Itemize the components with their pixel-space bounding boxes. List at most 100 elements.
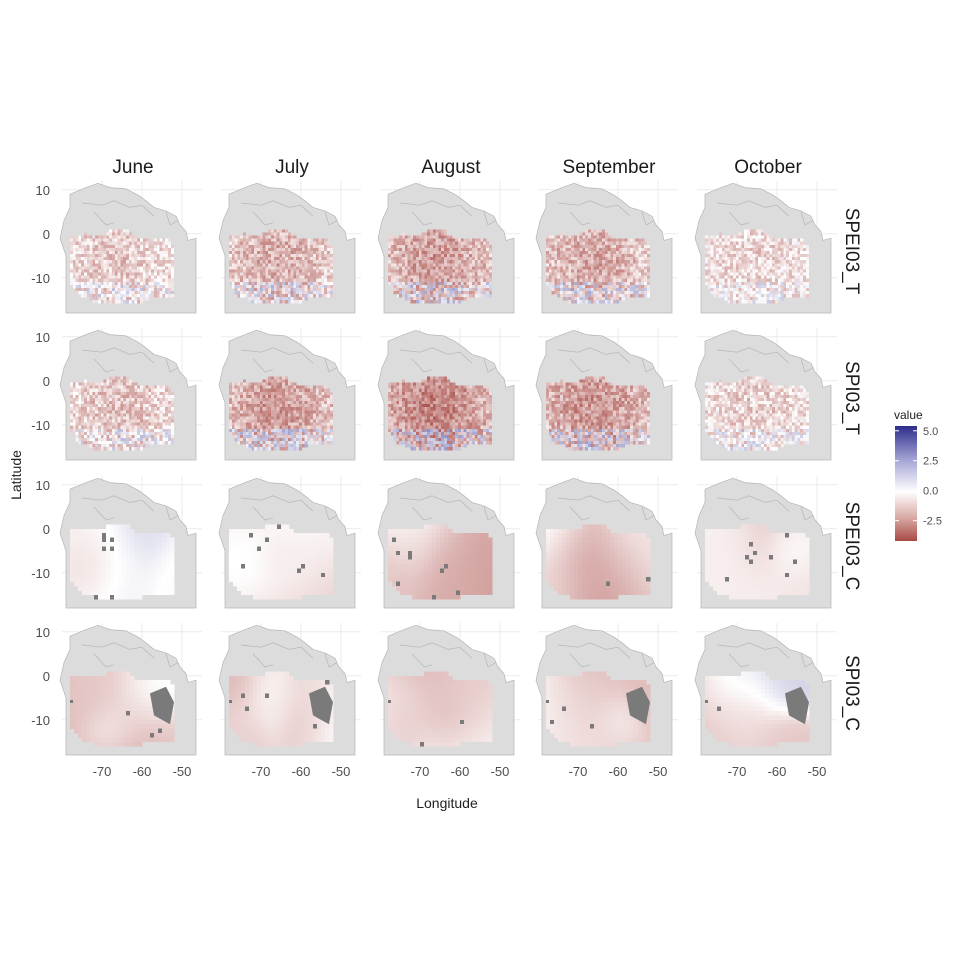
x-tick-label: -70: [569, 764, 588, 779]
map-panel: [59, 181, 202, 314]
border-line: [557, 642, 631, 659]
border-line: [557, 347, 631, 364]
y-tick-label: 10: [36, 330, 50, 345]
y-tick-label: 10: [36, 625, 50, 640]
border-line: [728, 211, 750, 226]
map-panel: [535, 476, 678, 609]
legend-tick-label: 5.0: [923, 426, 938, 438]
border-line: [165, 211, 179, 226]
border-line: [557, 200, 631, 217]
x-axis-ticks: -70 -60 -50 -70 -60 -50 -70 -60 -50 -70 -60 -50 -70 -…: [93, 764, 827, 779]
border-line: [93, 211, 115, 226]
missing-data-area: [546, 700, 549, 703]
raster-layer: [546, 376, 650, 451]
border-line: [240, 642, 314, 659]
map-panel: [535, 181, 678, 314]
y-tick-label: 0: [43, 227, 50, 242]
map-panels: [59, 181, 837, 756]
column-title: October: [734, 157, 802, 178]
border-line: [569, 211, 591, 226]
x-tick-label: -50: [808, 764, 827, 779]
border-line: [252, 506, 274, 521]
border-line: [728, 653, 750, 668]
border-line: [93, 506, 115, 521]
column-title: September: [563, 157, 657, 178]
border-line: [93, 358, 115, 373]
border-line: [324, 358, 338, 373]
raster-layer: [70, 229, 174, 304]
raster-layer: [229, 524, 334, 600]
raster-layer: [229, 376, 333, 451]
border-line: [728, 358, 750, 373]
border-line: [716, 495, 790, 512]
border-line: [800, 653, 814, 668]
border-line: [93, 653, 115, 668]
raster-layer: [70, 524, 175, 600]
border-line: [569, 506, 591, 521]
map-panel: [535, 623, 678, 756]
y-axis-ticks: 10 0 -10 10 0 -10 10 0 -10 10 0 -10: [31, 183, 50, 728]
x-tick-label: -60: [133, 764, 152, 779]
legend-title: value: [894, 408, 923, 422]
y-tick-label: 0: [43, 669, 50, 684]
map-panel: [59, 476, 202, 609]
row-titles: SPEI03_T SPI03_T SPEI03_C SPI03_C: [841, 208, 862, 731]
border-line: [165, 358, 179, 373]
border-line: [324, 506, 338, 521]
x-tick-label: -60: [609, 764, 628, 779]
legend-tick-label: -2.5: [923, 516, 942, 528]
raster-layer: [705, 524, 810, 600]
missing-data-area: [626, 686, 650, 725]
map-panel: [377, 623, 520, 756]
column-title: July: [275, 157, 309, 178]
raster-layer: [705, 376, 809, 451]
legend-ticks: 5.0 2.5 0.0 -2.5: [895, 426, 942, 528]
border-line: [240, 495, 314, 512]
x-tick-label: -70: [93, 764, 112, 779]
x-tick-label: -50: [173, 764, 192, 779]
color-legend: value 5.0 2.5 0.0 -2.5: [894, 408, 942, 541]
raster-layer: [229, 671, 334, 747]
map-panel: [218, 181, 361, 314]
border-line: [569, 358, 591, 373]
missing-data-area: [70, 700, 73, 703]
y-tick-label: -10: [31, 271, 50, 286]
map-panel: [377, 476, 520, 609]
border-line: [81, 642, 155, 659]
border-line: [411, 506, 433, 521]
border-line: [252, 211, 274, 226]
border-line: [641, 211, 655, 226]
y-tick-label: 10: [36, 478, 50, 493]
x-tick-label: -70: [252, 764, 271, 779]
raster-layer: [546, 524, 651, 600]
column-titles: June July August September October: [112, 157, 802, 178]
border-line: [411, 211, 433, 226]
map-panel: [377, 328, 520, 461]
map-panel: [218, 476, 361, 609]
border-line: [641, 358, 655, 373]
border-line: [399, 200, 473, 217]
border-line: [252, 358, 274, 373]
missing-data-area: [705, 700, 708, 703]
legend-colorbar: [895, 426, 917, 541]
x-tick-label: -70: [728, 764, 747, 779]
x-tick-label: -60: [292, 764, 311, 779]
map-panel: [218, 328, 361, 461]
raster-layer: [546, 229, 650, 304]
column-title: June: [112, 157, 153, 178]
map-panel: [694, 623, 837, 756]
border-line: [165, 653, 179, 668]
border-line: [483, 653, 497, 668]
missing-data-area: [150, 686, 174, 725]
raster-layer: [229, 229, 333, 304]
border-line: [557, 495, 631, 512]
border-line: [324, 653, 338, 668]
border-line: [399, 642, 473, 659]
y-tick-label: -10: [31, 713, 50, 728]
missing-data-area: [229, 700, 232, 703]
x-tick-label: -60: [768, 764, 787, 779]
x-tick-label: -50: [491, 764, 510, 779]
x-tick-label: -70: [411, 764, 430, 779]
x-tick-label: -50: [649, 764, 668, 779]
map-panel: [535, 328, 678, 461]
